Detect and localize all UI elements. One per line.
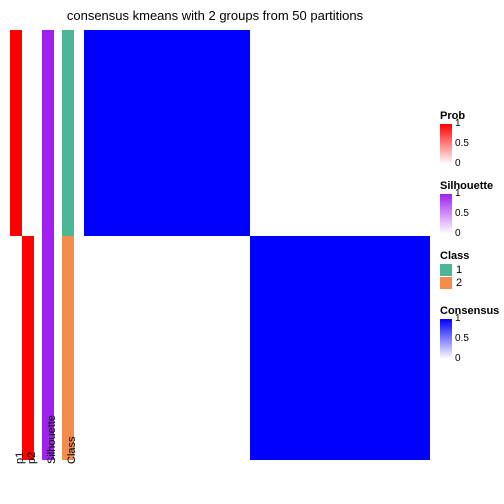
annotation-bar-p2 (22, 30, 34, 460)
legend-title: Prob (440, 110, 465, 122)
prob-legend: Prob10.50 (440, 110, 465, 164)
legend-gradient (440, 319, 452, 359)
axis-label-silhouette: Silhouette (46, 415, 58, 464)
heatmap-block (84, 30, 250, 236)
annotation-bar-silhouette (42, 30, 54, 460)
legend-title: Silhouette (440, 180, 493, 192)
legend-gradient (440, 124, 452, 164)
legend-item: 2 (440, 277, 469, 289)
legend-title: Consensus (440, 305, 499, 317)
axis-label-class: Class (66, 436, 78, 464)
legend-item-label: 2 (456, 277, 462, 289)
silhouette-legend: Silhouette10.50 (440, 180, 493, 234)
axis-label-p1: p1 (14, 452, 26, 464)
legend-gradient (440, 194, 452, 234)
consensus-heatmap (84, 30, 430, 460)
heatmap-block (250, 236, 430, 460)
consensus-legend: Consensus10.50 (440, 305, 499, 359)
page-title: consensus kmeans with 2 groups from 50 p… (0, 8, 430, 23)
legend-item-label: 1 (456, 264, 462, 276)
annotation-bar-class (62, 30, 74, 460)
legend-item: 1 (440, 264, 469, 276)
annotation-bar-p1 (10, 30, 22, 460)
class-legend: Class 12 (440, 250, 469, 290)
legend-swatch (440, 277, 452, 289)
legend-title: Class (440, 250, 469, 262)
legend-swatch (440, 264, 452, 276)
axis-label-p2: p2 (26, 452, 38, 464)
